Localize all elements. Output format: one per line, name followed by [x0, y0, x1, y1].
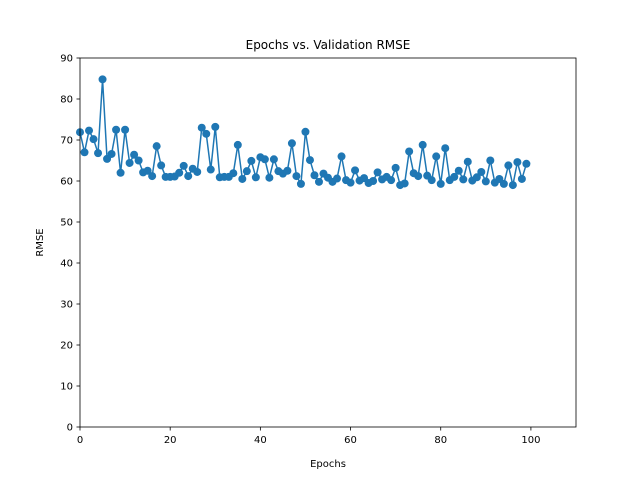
data-point [80, 148, 89, 157]
data-point [463, 157, 472, 166]
data-point [405, 147, 414, 156]
data-point [148, 172, 157, 181]
x-axis-ticks: 0 20 40 60 80 100 [77, 427, 540, 446]
y-tick-label: 60 [60, 177, 73, 188]
data-point [522, 159, 531, 168]
data-point [247, 156, 256, 165]
data-point [346, 178, 355, 187]
data-point [260, 155, 269, 164]
data-point [333, 174, 342, 183]
data-point [414, 172, 423, 181]
data-point [112, 125, 121, 134]
y-axis-ticks: 0 10 20 30 40 50 60 70 80 90 [60, 54, 80, 434]
data-point [508, 181, 517, 190]
data-point [418, 140, 427, 149]
data-point [450, 172, 459, 181]
x-tick-label: 100 [521, 435, 540, 446]
data-point [427, 176, 436, 185]
data-point [310, 171, 319, 180]
data-point [391, 163, 400, 172]
data-point [116, 168, 125, 177]
data-point [400, 179, 409, 188]
y-tick-label: 40 [60, 259, 73, 270]
data-point [287, 139, 296, 148]
x-tick-label: 60 [344, 435, 357, 446]
data-point [89, 135, 98, 144]
y-tick-label: 50 [60, 218, 73, 229]
data-point [499, 179, 508, 188]
data-point [477, 167, 486, 176]
data-point [472, 173, 481, 182]
data-point [242, 167, 251, 176]
y-tick-label: 80 [60, 95, 73, 106]
y-axis-label: RMSE [35, 228, 46, 256]
data-point [206, 165, 215, 174]
y-tick-label: 20 [60, 341, 73, 352]
data-point [134, 156, 143, 165]
data-point [441, 144, 450, 153]
data-point [387, 176, 396, 185]
data-point [238, 174, 247, 183]
data-point [513, 158, 522, 167]
data-point [125, 158, 134, 167]
x-tick-label: 20 [164, 435, 177, 446]
data-point [152, 142, 161, 151]
data-point [301, 127, 310, 136]
data-point [121, 125, 130, 134]
data-point [197, 123, 206, 132]
data-point [305, 156, 314, 165]
data-point [85, 126, 94, 135]
y-tick-label: 90 [60, 54, 73, 65]
data-point [98, 75, 107, 84]
data-point [517, 174, 526, 183]
data-point [157, 161, 166, 170]
data-point [265, 173, 274, 182]
data-point [251, 173, 260, 182]
data-point [436, 179, 445, 188]
data-point [459, 175, 468, 184]
x-tick-label: 40 [254, 435, 267, 446]
data-point [229, 169, 238, 178]
data-point [432, 152, 441, 161]
data-point [202, 129, 211, 138]
data-point [481, 177, 490, 186]
data-point [211, 122, 220, 131]
x-tick-label: 80 [434, 435, 447, 446]
data-point [337, 152, 346, 161]
data-point [130, 150, 139, 159]
data-point [107, 149, 116, 158]
data-point [504, 161, 513, 170]
data-point [233, 140, 242, 149]
y-tick-label: 70 [60, 136, 73, 147]
data-point [179, 161, 188, 170]
y-tick-label: 10 [60, 382, 73, 393]
data-point [193, 167, 202, 176]
x-tick-label: 0 [77, 435, 83, 446]
data-point [292, 172, 301, 181]
data-point [175, 168, 184, 177]
data-point [184, 172, 193, 181]
data-point [351, 166, 360, 175]
data-point [94, 149, 103, 158]
x-axis-label: Epochs [310, 459, 346, 470]
data-point [373, 168, 382, 177]
y-tick-label: 0 [67, 423, 73, 434]
data-point [486, 156, 495, 165]
data-point [369, 177, 378, 185]
data-point [283, 166, 292, 175]
axes-frame [79, 57, 577, 428]
data-point [143, 166, 152, 175]
chart-title: Epochs vs. Validation RMSE [246, 38, 411, 52]
data-point [296, 179, 305, 188]
y-tick-label: 30 [60, 300, 73, 311]
series-layer [76, 75, 531, 190]
data-point [314, 177, 323, 186]
data-point [454, 166, 463, 175]
data-point [269, 155, 278, 164]
